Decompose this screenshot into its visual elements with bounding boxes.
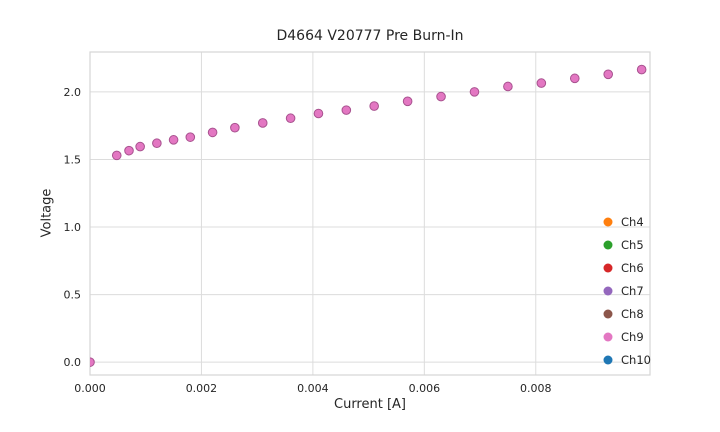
legend-swatch-ch10 — [603, 355, 613, 365]
data-point-ch9 — [230, 122, 240, 133]
data-point-ch9 — [152, 138, 162, 149]
legend-swatch-ch5 — [603, 240, 613, 250]
data-points — [90, 64, 647, 367]
legend-label-ch5: Ch5 — [621, 238, 644, 252]
data-point-ch9 — [503, 81, 513, 92]
data-point-ch9 — [207, 127, 218, 138]
data-point-ch9 — [469, 87, 480, 97]
x-tick-label: 0.008 — [520, 382, 552, 395]
data-point-ch9 — [569, 73, 580, 84]
legend-label-ch9: Ch9 — [621, 330, 644, 344]
data-point-ch9 — [285, 113, 296, 124]
data-point-ch9 — [603, 69, 614, 80]
x-tick-label: 0.000 — [74, 382, 106, 395]
legend-label-ch10: Ch10 — [621, 353, 651, 367]
data-point-ch9 — [402, 96, 413, 107]
x-axis-label: Current [A] — [334, 397, 406, 412]
data-point-ch9 — [135, 141, 145, 152]
data-point-ch9 — [90, 357, 95, 367]
y-tick-label: 1.5 — [64, 153, 82, 166]
legend-label-ch8: Ch8 — [621, 307, 644, 321]
data-point-ch9 — [369, 101, 379, 111]
legend: Ch4 Ch5 Ch6 Ch7 Ch8 Ch9 Ch10 — [603, 215, 651, 367]
y-tick-label: 0.5 — [64, 289, 82, 302]
legend-swatch-ch4 — [603, 217, 613, 227]
data-point-ch9 — [636, 64, 647, 75]
legend-swatch-ch6 — [603, 263, 613, 273]
data-point-ch9 — [257, 118, 268, 128]
x-tick-label: 0.002 — [186, 382, 218, 395]
legend-label-ch7: Ch7 — [621, 284, 644, 298]
y-tick-label: 1.0 — [64, 221, 82, 234]
data-point-ch9 — [111, 150, 122, 161]
y-tick-label: 2.0 — [64, 86, 82, 99]
data-point-ch9 — [185, 132, 196, 142]
chart-title: D4664 V20777 Pre Burn-In — [276, 28, 464, 44]
y-tick-label: 0.0 — [64, 356, 82, 369]
data-point-ch9 — [313, 108, 324, 119]
x-tick-label: 0.004 — [297, 382, 329, 395]
legend-label-ch4: Ch4 — [621, 215, 644, 229]
data-point-ch9 — [124, 145, 134, 156]
x-tick-label: 0.006 — [409, 382, 441, 395]
y-axis-label: Voltage — [39, 188, 55, 238]
data-point-ch9 — [168, 135, 179, 145]
axes-border — [89, 51, 651, 376]
legend-label-ch6: Ch6 — [621, 261, 644, 275]
legend-swatch-ch9 — [603, 332, 613, 342]
data-point-ch9 — [341, 105, 352, 115]
legend-swatch-ch7 — [603, 286, 613, 296]
data-point-ch9 — [436, 91, 446, 102]
data-point-ch9 — [536, 78, 547, 88]
axes-background — [90, 52, 650, 375]
legend-swatch-ch8 — [603, 309, 613, 319]
